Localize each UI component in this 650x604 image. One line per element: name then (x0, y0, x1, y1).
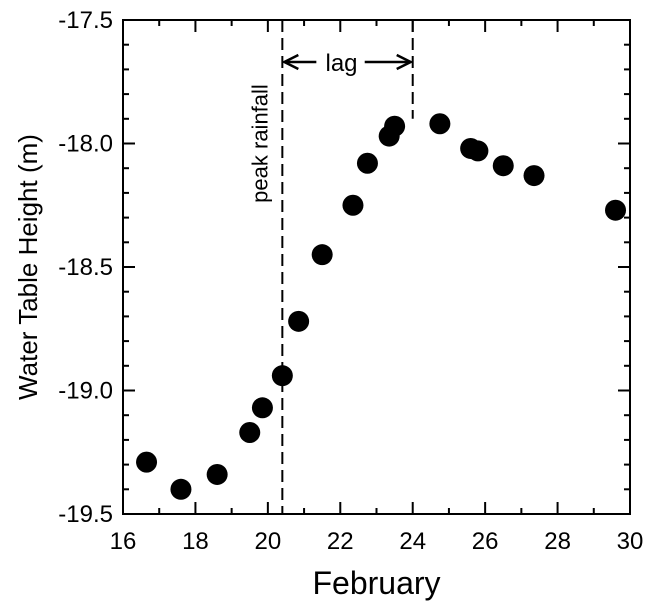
data-point (342, 194, 364, 216)
x-tick-label: 18 (182, 528, 209, 555)
x-tick-label: 22 (327, 528, 354, 555)
plot-frame (122, 19, 631, 515)
x-tick-label: 26 (472, 528, 499, 555)
data-point (271, 365, 293, 387)
data-point (136, 451, 158, 473)
data-point (492, 155, 514, 177)
x-tick-label: 16 (110, 528, 137, 555)
data-point (288, 310, 310, 332)
x-tick-label: 30 (617, 528, 644, 555)
x-axis-label: February (312, 565, 440, 601)
y-axis-label: Water Table Height (m) (13, 134, 43, 400)
y-tick-label: -19.0 (58, 378, 113, 405)
y-tick-label: -18.0 (58, 131, 113, 158)
x-tick-label: 20 (255, 528, 282, 555)
data-point (384, 115, 406, 137)
data-point (251, 397, 273, 419)
data-point (206, 463, 228, 485)
y-tick-label: -18.5 (58, 254, 113, 281)
lag-arrow-left-head (281, 53, 299, 71)
y-tick-label: -17.5 (58, 7, 113, 34)
data-point (429, 113, 451, 135)
annotation-lines (281, 20, 414, 514)
data-point (239, 421, 261, 443)
lag-label: lag (326, 50, 358, 77)
y-tick-label: -19.5 (58, 501, 113, 528)
data-point (523, 165, 545, 187)
peak-rainfall-label: peak rainfall (247, 84, 272, 203)
annotation-text: lag peak rainfall (247, 50, 357, 203)
data-point (467, 140, 489, 162)
data-points (136, 113, 627, 500)
axis-ticks (122, 19, 631, 515)
data-point (170, 478, 192, 500)
tick-labels: 16 18 20 22 24 26 28 30 -17.5 -18.0 -18.5 -19.0 -19.… (58, 7, 643, 555)
lag-arrow-right-head (396, 53, 414, 71)
x-tick-label: 28 (544, 528, 571, 555)
data-point (605, 199, 627, 221)
data-point (311, 244, 333, 266)
x-tick-label: 24 (399, 528, 426, 555)
data-point (356, 152, 378, 174)
